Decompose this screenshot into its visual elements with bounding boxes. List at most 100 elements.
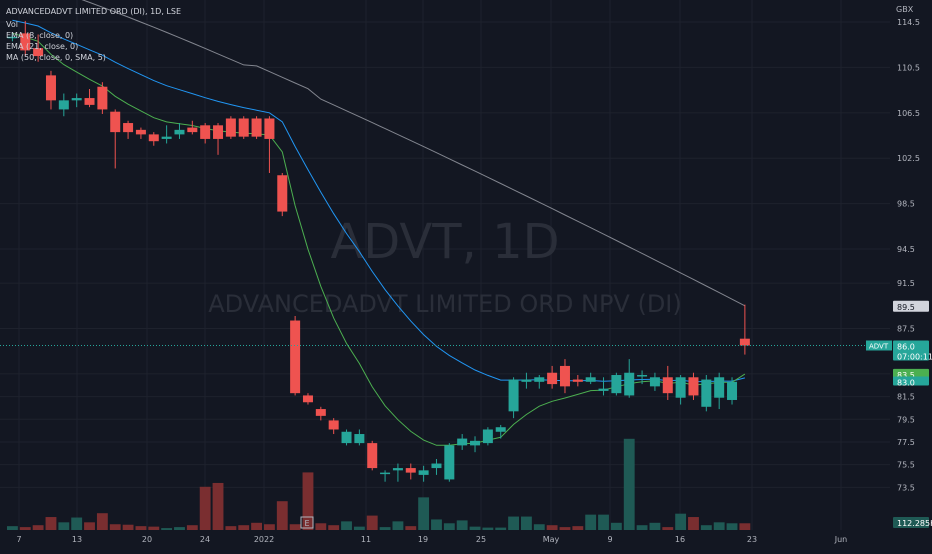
candle-body [611,375,622,394]
volume-bar [161,528,173,530]
candle-body [598,388,609,391]
symbol-tag-text: ADVT [869,343,889,351]
watermark: ADVT, 1D ADVANCEDADVT LIMITED ORD NPV (D… [208,214,682,318]
y-tick-label: 79.5 [897,415,915,424]
volume-bar [148,526,160,530]
volume-bar [521,516,532,530]
candle [380,470,391,482]
candle [547,365,558,389]
candle [701,375,712,412]
candle-body [624,372,635,396]
candle-body [508,379,519,412]
candle-body [213,125,224,139]
candle-body [135,129,146,135]
price-axis[interactable]: 73.5 75.5 77.5 79.5 81.5 83.5 87.5 91.5 94.5 98.5… [897,0,920,492]
candle [277,172,288,217]
volume-bar [431,519,442,530]
candle [200,123,211,144]
volume-bar [19,527,31,530]
x-tick-label: May [543,535,560,544]
volume-bar [405,526,417,530]
volume-bar [713,522,725,530]
earnings-marker[interactable]: E [300,516,314,529]
volume-bar [353,526,365,530]
volume-bar [675,513,687,530]
candle [238,116,249,139]
volume-bar [276,501,288,530]
candle [264,116,275,173]
candle-body [174,129,185,135]
candle-body [521,379,532,382]
candle-body [714,377,725,398]
earnings-marker-label: E [304,519,309,528]
candle-body [315,409,326,416]
candle-body [7,36,18,39]
legend: ADVANCEDADVT LIMITED ORD (DI), 1D, LSE V… [6,7,181,62]
ema8-price-tag-text: 83.5 [897,371,915,380]
y-tick-label: 110.5 [897,63,920,72]
volume-bar [109,524,121,530]
candle [7,32,18,42]
ema8-line [12,32,746,446]
candle [611,372,622,396]
volume-bar [58,522,70,530]
y-tick-label: 91.5 [897,279,915,288]
candle-body [547,372,558,385]
y-tick-label: 87.5 [897,324,915,333]
volume-tag-text: 112.285K [897,519,932,528]
legend-ma50: MA (50, close, 0, SMA, 5) [6,53,106,62]
candle [45,70,56,110]
candle [649,372,660,391]
volume-bar [418,497,430,530]
volume-bar [71,517,83,530]
candle [135,127,146,139]
ema8-price-tag: 83.5 [893,368,929,380]
candle [302,393,313,405]
time-axis[interactable]: 7 13 20 24 2022 11 19 25 May 9 16 23 Jun [16,535,847,544]
volume-bar [495,527,507,530]
x-tick-label: 23 [747,535,757,544]
volume-bar [341,521,352,530]
x-tick-label: 7 [16,535,21,544]
candle [598,377,609,396]
candle-body [380,472,391,475]
volume-bar [225,526,237,530]
volume-bar [392,521,404,530]
candle-body [187,127,198,133]
last-price-tag-text: 86.0 [897,343,915,352]
volume-bar [636,525,648,530]
candle [444,443,455,482]
candle-body [572,379,583,382]
candle [315,406,326,421]
volume-bar [662,527,674,530]
candle-body [534,377,545,382]
x-tick-label: 11 [361,535,371,544]
candle [251,116,262,139]
candle [97,82,108,114]
candle-body [354,434,365,444]
candle [585,372,596,385]
candle-body [225,118,236,137]
candle-body [418,470,429,475]
watermark-name: ADVANCEDADVT LIMITED ORD NPV (DI) [208,290,682,318]
last-price-tag: 86.007:00:11 [893,340,932,362]
candle-body [367,443,378,469]
candle [559,359,570,394]
ema21-line [12,19,746,383]
y-tick-label: 94.5 [897,245,915,254]
candle-body [58,100,69,110]
candle-body [264,118,275,139]
y-tick-label: 102.5 [897,154,920,163]
volume-bar [623,438,635,530]
candle-body [238,118,249,137]
y-tick-label: 77.5 [897,438,915,447]
ema8-price-tag-bg [893,368,929,379]
candle-body [649,377,660,387]
y-tick-label: 98.5 [897,200,915,209]
volume-bar [598,514,609,530]
legend-ema21: EMA (21, close, 0) [6,42,78,51]
candle-body [585,377,596,382]
volume-bar [7,526,18,530]
